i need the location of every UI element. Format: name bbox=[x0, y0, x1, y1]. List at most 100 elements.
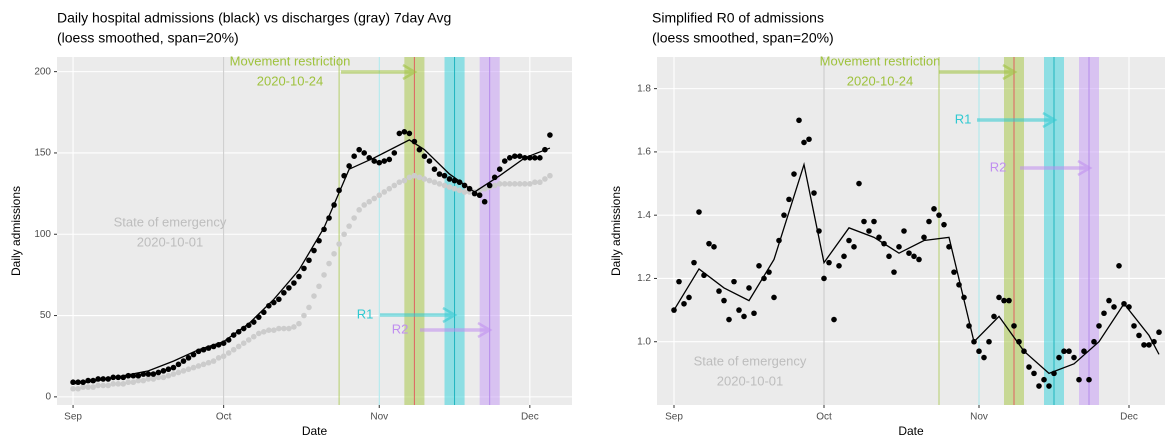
data-point bbox=[205, 359, 212, 366]
data-point bbox=[1086, 376, 1092, 383]
data-point bbox=[286, 325, 292, 332]
data-point bbox=[486, 182, 493, 189]
data-point bbox=[306, 304, 312, 311]
y-tick-label: 1.8 bbox=[637, 83, 651, 94]
data-point bbox=[986, 338, 992, 345]
data-point bbox=[230, 346, 237, 353]
y-tick-label: 0 bbox=[45, 392, 51, 403]
data-point bbox=[496, 181, 503, 187]
data-point bbox=[391, 150, 398, 156]
data-point bbox=[451, 185, 458, 192]
data-point bbox=[547, 172, 553, 179]
arrow-head bbox=[442, 306, 458, 324]
data-point bbox=[165, 366, 172, 373]
data-point bbox=[421, 176, 428, 182]
data-point bbox=[866, 228, 872, 234]
data-point bbox=[276, 296, 282, 303]
annotation-text: R2 bbox=[392, 321, 409, 336]
data-point bbox=[532, 179, 538, 186]
data-point bbox=[436, 171, 443, 177]
data-point bbox=[731, 278, 737, 285]
data-point bbox=[180, 358, 187, 364]
smooth-line bbox=[72, 139, 551, 385]
annotation-text: State of emergency bbox=[114, 214, 227, 229]
data-point bbox=[1056, 354, 1062, 361]
y-tick-label: 1.0 bbox=[637, 336, 651, 347]
data-point bbox=[931, 206, 937, 212]
data-point bbox=[691, 259, 697, 266]
x-axis-title: Date bbox=[898, 424, 924, 438]
data-point bbox=[431, 179, 438, 186]
data-point bbox=[130, 379, 137, 386]
data-point bbox=[396, 179, 403, 186]
annotation-arrow bbox=[977, 111, 1058, 129]
annotation-text: R1 bbox=[955, 111, 972, 126]
annotation-text: 2020-10-01 bbox=[717, 373, 784, 388]
data-point bbox=[831, 316, 837, 323]
data-point bbox=[160, 374, 167, 381]
data-point bbox=[1031, 370, 1037, 377]
data-point bbox=[401, 177, 408, 184]
data-point bbox=[411, 172, 418, 179]
data-point bbox=[286, 285, 292, 291]
data-point bbox=[170, 371, 177, 377]
x-tick-label: Dec bbox=[1120, 412, 1138, 423]
data-point bbox=[245, 337, 252, 343]
data-point bbox=[266, 303, 272, 309]
data-point bbox=[386, 156, 393, 163]
x-tick-label: Sep bbox=[64, 412, 82, 423]
data-point bbox=[696, 209, 702, 215]
data-point bbox=[391, 182, 398, 189]
data-point bbox=[401, 129, 408, 135]
data-point bbox=[235, 343, 242, 350]
data-point bbox=[511, 181, 518, 187]
data-point bbox=[1116, 263, 1122, 269]
data-point bbox=[871, 218, 877, 225]
data-point bbox=[936, 212, 942, 218]
data-point bbox=[532, 155, 538, 161]
annotation-arrow bbox=[380, 306, 458, 324]
data-point bbox=[120, 381, 127, 387]
data-point bbox=[1076, 376, 1082, 383]
data-point bbox=[741, 313, 747, 320]
data-point bbox=[801, 139, 807, 146]
data-point bbox=[105, 382, 111, 389]
data-point bbox=[681, 300, 687, 307]
data-point bbox=[746, 285, 752, 291]
data-point bbox=[781, 212, 787, 218]
annotation-text: R1 bbox=[357, 306, 374, 321]
x-tick-label: Oct bbox=[216, 412, 232, 423]
data-point bbox=[1061, 348, 1067, 355]
data-point bbox=[891, 269, 897, 275]
data-point bbox=[356, 146, 362, 153]
data-point bbox=[1071, 354, 1077, 361]
smooth-line bbox=[673, 161, 1160, 375]
data-point bbox=[291, 280, 297, 286]
data-point bbox=[856, 180, 862, 187]
data-point bbox=[311, 247, 317, 254]
data-point bbox=[516, 153, 523, 159]
data-point bbox=[716, 288, 722, 294]
data-point bbox=[361, 202, 367, 208]
data-point bbox=[981, 354, 987, 361]
data-point bbox=[491, 182, 498, 189]
data-point bbox=[676, 278, 682, 285]
data-point bbox=[736, 307, 742, 313]
data-point bbox=[496, 166, 503, 173]
data-point bbox=[175, 369, 182, 376]
data-point bbox=[306, 257, 312, 264]
data-point bbox=[811, 190, 817, 196]
data-point bbox=[125, 379, 132, 386]
data-point bbox=[200, 361, 207, 368]
data-point bbox=[1041, 376, 1047, 383]
data-point bbox=[501, 158, 508, 164]
data-point bbox=[255, 330, 262, 337]
data-point bbox=[481, 198, 488, 205]
data-point bbox=[537, 179, 543, 186]
data-point bbox=[100, 382, 106, 389]
data-point bbox=[331, 250, 337, 257]
data-point bbox=[996, 294, 1002, 301]
data-point bbox=[351, 215, 357, 221]
data-point bbox=[371, 158, 378, 164]
data-point bbox=[416, 146, 423, 153]
